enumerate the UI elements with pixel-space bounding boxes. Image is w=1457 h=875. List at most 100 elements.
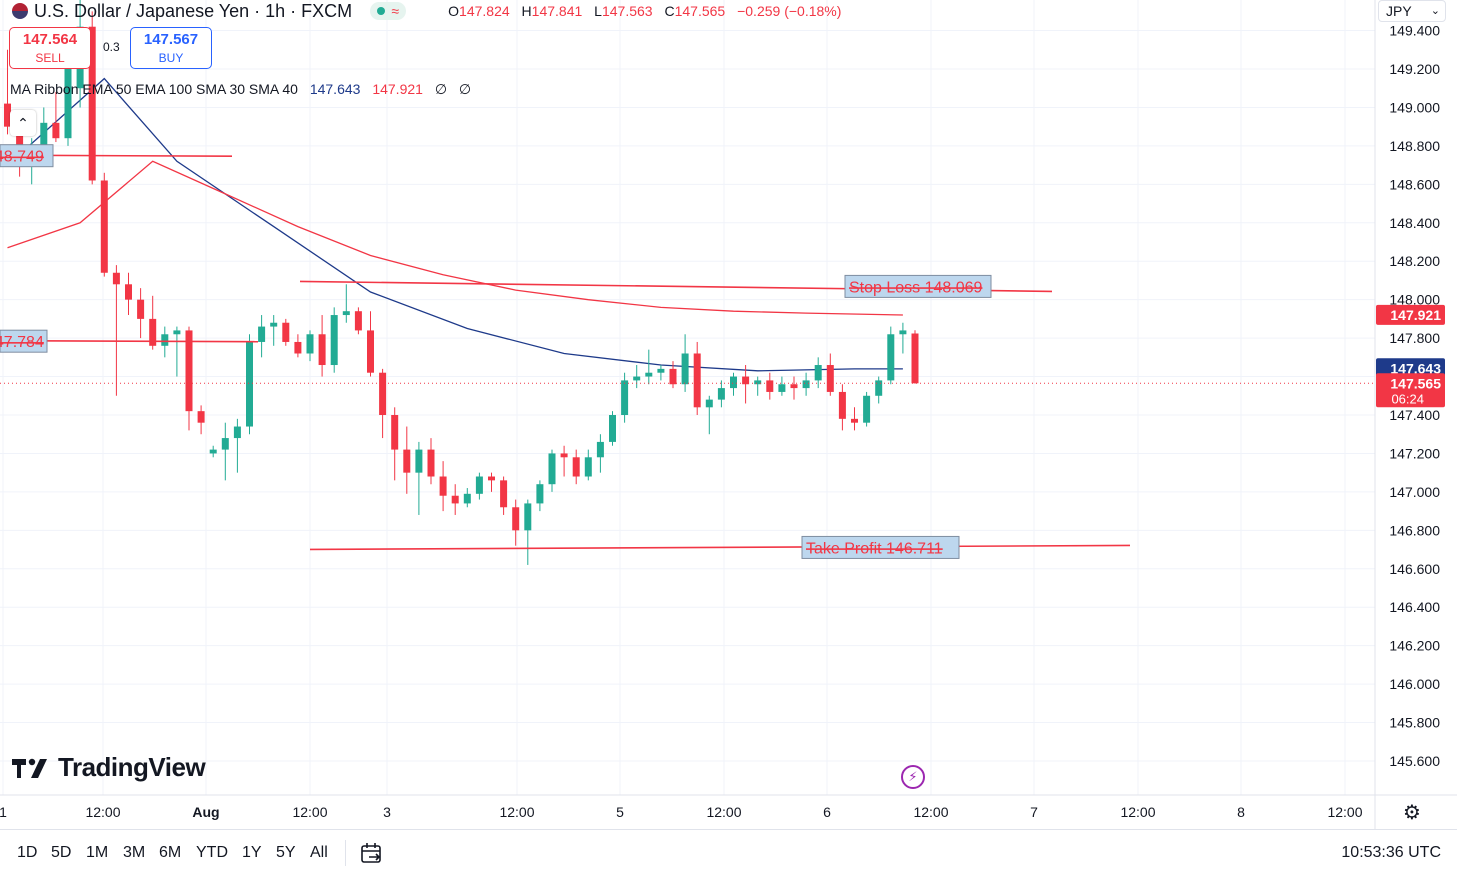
trade-line-label: Take Profit 146.711: [806, 540, 943, 557]
symbol-title[interactable]: U.S. Dollar / Japanese Yen · 1h · FXCM: [34, 0, 353, 21]
candle-body: [233, 426, 241, 439]
candle: [197, 405, 205, 435]
y-tick-label: 149.000: [1389, 99, 1440, 115]
trade-line-label-box: [0, 144, 54, 168]
tradingview-logo[interactable]: TradingView: [12, 752, 206, 783]
candle-body: [633, 376, 641, 381]
timeframe-6m[interactable]: 6M: [159, 844, 182, 861]
trade-line-label: 148.749: [0, 149, 44, 166]
candle: [899, 322, 907, 354]
sell-button[interactable]: 147.564 SELL: [9, 27, 91, 69]
spread-value: 0.3: [103, 40, 120, 54]
candle: [863, 391, 871, 427]
candle-body: [149, 318, 157, 346]
price-chart[interactable]: Stop Loss 148.069 Take Profit 146.711 148.…: [0, 0, 1457, 829]
candle-body: [137, 299, 145, 319]
gear-icon[interactable]: ⚙: [1403, 802, 1421, 824]
candle: [851, 407, 858, 431]
candle: [596, 434, 604, 473]
candle-body: [221, 438, 229, 450]
candle-body: [802, 380, 810, 389]
trade-line-label: Stop Loss 148.069: [849, 279, 983, 296]
y-tick-label: 146.000: [1389, 676, 1440, 692]
timeframe-all[interactable]: All: [310, 844, 328, 861]
indicator-value-4: ∅: [458, 81, 472, 97]
candle-body: [367, 330, 374, 373]
candle-body: [52, 122, 60, 139]
trade-line-label-box: [801, 535, 960, 559]
y-tick-label: 148.200: [1389, 253, 1440, 269]
timeframe-1y[interactable]: 1Y: [242, 844, 262, 861]
y-tick-label: 148.600: [1389, 176, 1440, 192]
candle-body: [451, 495, 459, 504]
candle-body: [270, 322, 278, 327]
x-tick-label: 12:00: [85, 804, 120, 820]
candle-body: [161, 334, 169, 346]
utc-clock[interactable]: 10:53:36 UTC: [1341, 844, 1441, 861]
y-tick-label: 149.400: [1389, 23, 1440, 39]
candle-body: [645, 372, 653, 377]
timeframe-1d[interactable]: 1D: [17, 844, 38, 861]
y-tick-label: 147.000: [1389, 484, 1440, 500]
candle: [270, 315, 278, 346]
y-tick-label: 147.200: [1389, 445, 1440, 461]
y-tick-label: 149.200: [1389, 61, 1440, 77]
candle-body: [330, 315, 338, 366]
x-tick-label: 12:00: [913, 804, 948, 820]
candle: [367, 311, 374, 377]
x-tick-label: 1: [0, 804, 7, 820]
price-tag-last: 147.565: [1390, 375, 1441, 391]
candle-body: [621, 380, 629, 415]
timeframe-3m[interactable]: 3M: [123, 844, 146, 861]
candle: [742, 365, 750, 404]
market-status-badge[interactable]: ≈: [370, 2, 407, 20]
collapse-legend-button[interactable]: ⌃: [10, 110, 36, 136]
candle: [463, 488, 471, 508]
candle-body: [403, 449, 411, 473]
candle-body: [88, 26, 96, 181]
indicator-legend[interactable]: MA Ribbon EMA 50 EMA 100 SMA 30 SMA 40 1…: [10, 81, 471, 98]
indicator-value-3: ∅: [434, 81, 448, 97]
candle: [802, 372, 810, 396]
buy-price: 147.567: [143, 31, 199, 48]
candle-body: [342, 311, 350, 316]
timeframe-ytd[interactable]: YTD: [196, 844, 228, 861]
candle: [524, 499, 532, 565]
buy-button[interactable]: 147.567 BUY: [130, 27, 212, 69]
currency-selector[interactable]: JPY ⌄: [1378, 0, 1446, 22]
y-tick-label: 148.800: [1389, 138, 1440, 154]
candle-body: [125, 284, 132, 300]
timeframe-5y[interactable]: 5Y: [276, 844, 296, 861]
candle-body: [391, 415, 399, 450]
candle: [330, 307, 338, 373]
candle: [4, 49, 11, 135]
timeframe-1m[interactable]: 1M: [86, 844, 109, 861]
price-tag-ema-slow-bg: [1376, 304, 1445, 325]
sell-label: SELL: [35, 51, 65, 65]
candle-body: [887, 334, 895, 381]
candle: [306, 330, 314, 362]
candle-body: [681, 353, 689, 385]
candle: [415, 441, 423, 515]
x-tick-label: 8: [1237, 804, 1245, 820]
delayed-wave-icon: ≈: [391, 3, 399, 19]
price-tag-ema-fast: 147.643: [1390, 360, 1441, 376]
candle-body: [246, 341, 253, 427]
candle: [790, 376, 798, 400]
timeframe-5d[interactable]: 5D: [51, 844, 72, 861]
candle: [778, 376, 786, 396]
candle-body: [851, 418, 858, 423]
calendar-range-icon[interactable]: [360, 842, 384, 864]
candle-body: [488, 476, 495, 481]
candle: [282, 318, 290, 346]
us-flag-icon: [12, 3, 28, 19]
candle-body: [524, 503, 532, 531]
candle-body: [112, 272, 120, 285]
candle: [185, 326, 193, 431]
y-tick-label: 145.800: [1389, 715, 1440, 731]
lightning-icon[interactable]: ⚡: [901, 765, 925, 789]
candle-body: [294, 341, 302, 354]
candle-body: [64, 69, 72, 139]
candle: [258, 315, 266, 358]
candle: [354, 307, 362, 335]
